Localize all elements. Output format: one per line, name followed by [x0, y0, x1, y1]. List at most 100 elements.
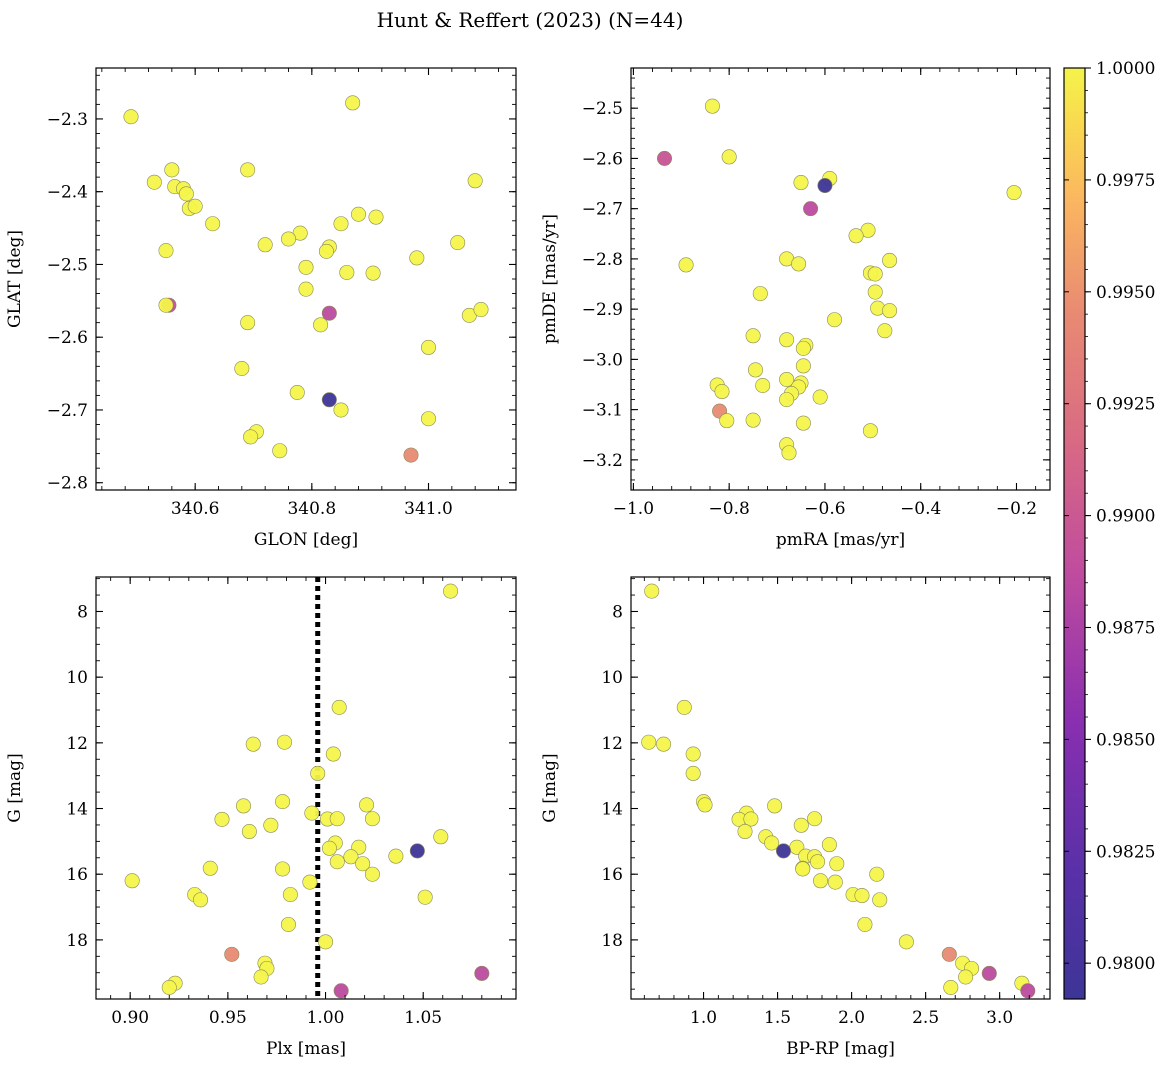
- y-axis-label: G [mag]: [540, 753, 560, 822]
- scatter-point: [827, 874, 843, 890]
- scatter-point: [817, 178, 833, 194]
- scatter-point: [420, 411, 436, 427]
- scatter-point: [704, 98, 720, 114]
- x-tick-label: 0.95: [209, 1008, 247, 1028]
- x-axis-label: BP-RP [mag]: [786, 1039, 895, 1059]
- scatter-point: [721, 149, 737, 165]
- scatter-point: [882, 303, 898, 319]
- scatter-point: [420, 339, 436, 355]
- x-tick-label: −0.6: [804, 499, 845, 519]
- x-axis-label: Plx [mas]: [266, 1039, 346, 1059]
- scatter-point: [854, 888, 870, 904]
- x-tick-label: 1.05: [404, 1008, 442, 1028]
- colorbar-tick-label: 1.0000: [1096, 59, 1155, 79]
- scatter-point: [450, 235, 466, 251]
- colorbar-gradient: [1064, 68, 1085, 999]
- scatter-points: [641, 583, 1036, 999]
- scatter-point: [678, 257, 694, 273]
- scatter-point: [779, 332, 795, 348]
- y-axis-label: pmDE [mas/yr]: [540, 214, 560, 344]
- scatter-point: [807, 811, 823, 827]
- scatter-point: [318, 243, 334, 259]
- scatter-point: [981, 965, 997, 981]
- scatter-point: [676, 699, 692, 715]
- y-axis-label: GLAT [deg]: [5, 230, 25, 328]
- scatter-point: [403, 447, 419, 463]
- scatter-point: [821, 837, 837, 853]
- y-tick-label: −2.5: [47, 255, 88, 275]
- scatter-point: [943, 980, 959, 996]
- scatter-point: [318, 934, 334, 950]
- scatter-point: [202, 860, 218, 876]
- scatter-point: [467, 173, 483, 189]
- scatter-point: [795, 415, 811, 431]
- x-tick-label: 1.00: [307, 1008, 345, 1028]
- scatter-point: [433, 829, 449, 845]
- scatter-point: [417, 889, 433, 905]
- scatter-point: [313, 317, 329, 333]
- scatter-point: [124, 873, 140, 889]
- scatter-point: [752, 286, 768, 302]
- scatter-point: [745, 328, 761, 344]
- scatter-point: [235, 798, 251, 814]
- scatter-point: [365, 265, 381, 281]
- scatter-point: [869, 866, 885, 882]
- y-tick-label: −3.0: [582, 350, 623, 370]
- scatter-point: [339, 264, 355, 280]
- x-tick-label: 1.5: [764, 1008, 791, 1028]
- scatter-point: [364, 866, 380, 882]
- scatter-point: [829, 856, 845, 872]
- scatter-point: [368, 209, 384, 225]
- colorbar-tick-label: 0.9950: [1096, 283, 1155, 303]
- scatter-point: [123, 109, 139, 125]
- scatter-point: [848, 228, 864, 244]
- scatter-point: [345, 95, 361, 111]
- y-tick-label: −2.4: [47, 183, 88, 203]
- scatter-point: [827, 312, 843, 328]
- panel-sky: 340.6 340.8 341.0 −2.8 −2.7 −2.6 −2.5 −2.4 −2.3 G…: [5, 67, 517, 550]
- scatter-point: [877, 323, 893, 339]
- scatter-point: [872, 892, 888, 908]
- scatter-point: [409, 843, 425, 859]
- scatter-point: [803, 201, 819, 217]
- colorbar: 0.9800 0.9825 0.9850 0.9875 0.9900 0.9925 0.99…: [1063, 59, 1155, 1000]
- y-tick-label: −3.2: [582, 451, 623, 471]
- y-tick-label: −2.8: [582, 250, 623, 270]
- scatter-point: [644, 583, 660, 599]
- scatter-point: [641, 734, 657, 750]
- scatter-point: [158, 297, 174, 313]
- axes-frame: [95, 576, 517, 1000]
- y-tick-label: −2.6: [47, 328, 88, 348]
- y-tick-label: 14: [601, 800, 623, 820]
- y-tick-label: −2.9: [582, 300, 623, 320]
- x-tick-label: 340.6: [171, 499, 220, 519]
- scatter-points: [124, 583, 490, 999]
- scatter-point: [240, 162, 256, 178]
- scatter-point: [781, 445, 797, 461]
- scatter-point: [205, 216, 221, 232]
- scatter-point: [275, 861, 291, 877]
- scatter-point: [737, 824, 753, 840]
- y-tick-label: −2.7: [582, 200, 623, 220]
- scatter-point: [282, 887, 298, 903]
- x-tick-label: 341.0: [404, 499, 453, 519]
- scatter-point: [234, 360, 250, 376]
- scatter-point: [243, 429, 259, 445]
- scatter-point: [253, 969, 269, 985]
- scatter-point: [867, 284, 883, 300]
- scatter-point: [685, 765, 701, 781]
- y-tick-label: 12: [66, 734, 88, 754]
- scatter-point: [331, 699, 347, 715]
- scatter-point: [359, 797, 375, 813]
- scatter-point: [388, 848, 404, 864]
- scatter-point: [764, 835, 780, 851]
- colorbar-tick-label: 0.9925: [1096, 395, 1155, 415]
- scatter-point: [302, 874, 318, 890]
- y-axis-label: G [mag]: [5, 753, 25, 822]
- scatter-point: [1006, 185, 1022, 201]
- axes-frame: [630, 67, 1051, 491]
- scatter-point: [333, 983, 349, 999]
- scatter-point: [810, 854, 826, 870]
- scatter-point: [862, 423, 878, 439]
